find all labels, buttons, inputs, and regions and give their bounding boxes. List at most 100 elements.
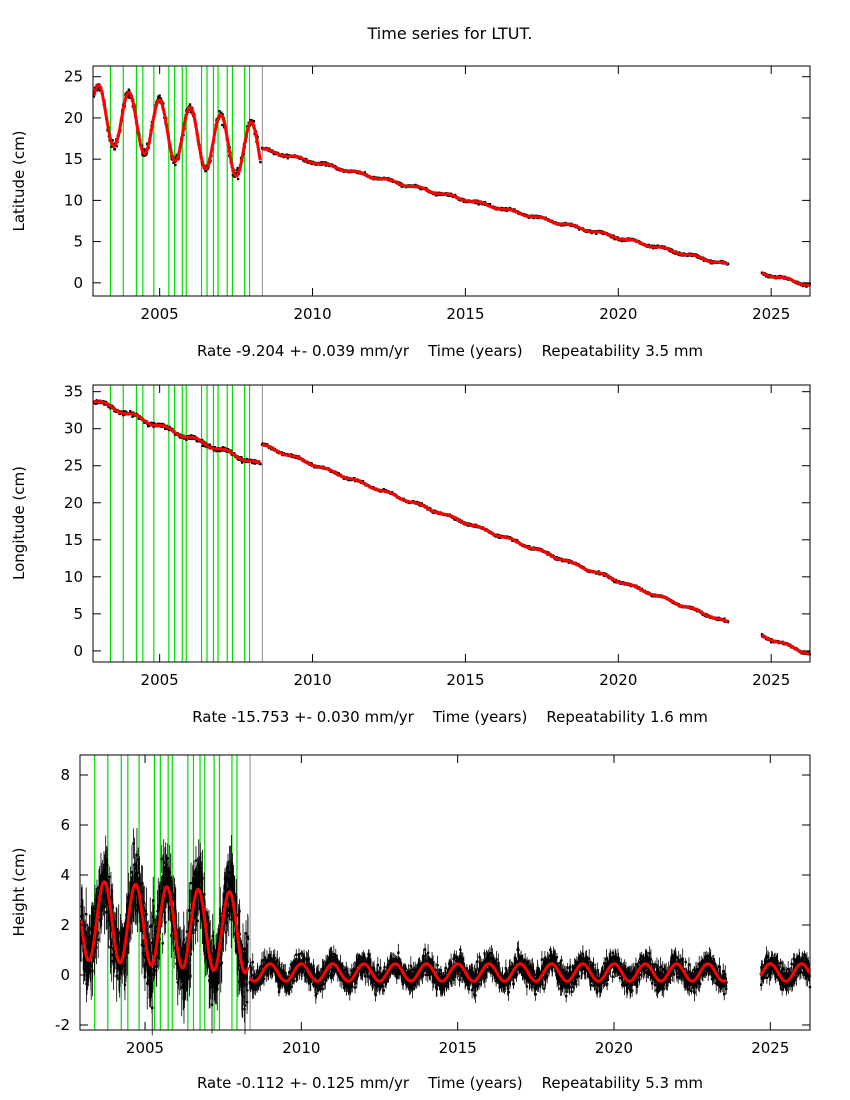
y-tick-label: 10 [64,191,83,209]
data-point [180,979,184,982]
data-point [203,893,206,896]
data-point [204,169,208,172]
data-point [181,958,184,961]
data-point [104,861,108,864]
data-point [173,906,177,909]
data-point [90,929,94,933]
data-point [148,967,152,970]
x-axis-label: Time (years) [414,708,528,726]
data-point [193,878,196,882]
data-point [157,96,161,100]
data-point [199,910,202,914]
data-point [96,938,100,941]
data-point [99,906,103,910]
data-point [123,983,127,986]
data-points [92,399,811,656]
data-points [92,83,811,288]
data-point [218,110,221,113]
x-tick-label: 2025 [752,671,790,689]
data-point [620,239,624,243]
data-point [145,913,148,916]
data-point [259,462,262,466]
data-point [185,438,188,442]
data-point [158,938,161,941]
data-point [132,900,136,904]
data-point [172,897,175,901]
data-point [152,918,156,921]
data-point [95,946,98,949]
y-tick-label: 30 [64,420,83,438]
data-point [154,925,158,928]
data-point [84,961,88,964]
data-point [126,95,129,99]
data-point [123,964,126,968]
y-tick-label: 0 [73,642,83,660]
fit-line [93,400,262,465]
data-point [196,919,199,923]
data-point [164,899,167,902]
data-point [488,203,492,206]
data-point [726,620,730,624]
data-point [110,960,113,963]
repeatability-text: Repeatability 1.6 mm [527,708,707,726]
data-point [110,898,114,902]
data-point [130,910,133,913]
data-point [110,145,113,149]
data-point [219,918,222,922]
data-point [211,984,214,988]
data-point [150,973,153,976]
data-point [96,89,99,92]
data-point [163,427,167,430]
data-point [85,982,88,986]
y-tick-label: 15 [64,531,83,549]
data-point [236,166,239,170]
data-point [83,933,86,936]
figure-title: Time series for LTUT. [367,24,533,43]
y-tick-label: 35 [64,383,83,401]
data-point [175,153,179,157]
data-point [125,917,128,921]
x-tick-label: 2005 [141,305,179,323]
data-point [82,925,86,929]
data-point [250,119,254,122]
data-point [141,890,144,894]
rate-text: Rate -15.753 +- 0.030 mm/yr [192,708,414,726]
data-point [196,871,199,875]
data-point [252,120,256,123]
data-point [181,947,185,950]
data-point [122,413,125,417]
data-point [205,948,208,951]
data-point [170,887,173,890]
data-point [218,449,222,453]
repeatability-text: Repeatability 3.5 mm [523,342,703,360]
y-tick-label: 0 [73,274,83,292]
data-point [100,875,103,879]
data-point [170,934,173,937]
data-point [240,461,244,464]
y-axis-label: Longitude (cm) [10,466,28,580]
data-point [141,153,145,157]
y-tick-label: 20 [64,109,83,127]
data-point [201,893,204,896]
data-point [113,148,117,151]
data-point [169,876,172,879]
data-point [188,103,192,106]
x-axis-label: Time (years) [409,342,523,360]
data-point [131,914,134,917]
data-point [138,905,141,908]
data-point [174,913,177,916]
x-tick-label: 2015 [446,305,484,323]
data-point [141,952,145,955]
data-point [182,938,185,941]
data-point [186,980,189,984]
data-point [135,853,139,857]
data-point [107,919,110,923]
data-point [723,617,726,620]
data-point [208,443,211,446]
data-point [173,433,177,436]
data-point [189,953,192,956]
x-axis-caption: Rate -9.204 +- 0.039 mm/yr Time (years) … [197,342,703,360]
